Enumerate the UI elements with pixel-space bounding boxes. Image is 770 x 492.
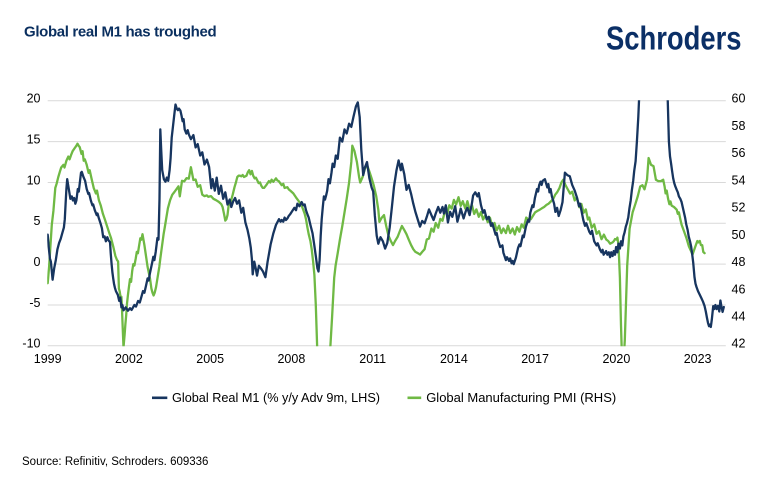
svg-text:60: 60 <box>732 92 746 106</box>
svg-text:Global Real M1 (% y/y Adv 9m,: Global Real M1 (% y/y Adv 9m, LHS) <box>172 391 380 405</box>
svg-text:2011: 2011 <box>359 352 386 366</box>
svg-text:52: 52 <box>732 201 746 215</box>
svg-text:2002: 2002 <box>115 352 143 366</box>
svg-text:Global Manufacturing PMI (RHS): Global Manufacturing PMI (RHS) <box>426 390 616 405</box>
svg-text:44: 44 <box>732 310 746 324</box>
svg-text:2005: 2005 <box>196 352 224 366</box>
svg-text:Schroders: Schroders <box>606 20 742 57</box>
svg-text:2017: 2017 <box>521 352 549 366</box>
svg-text:0: 0 <box>34 255 41 269</box>
svg-text:54: 54 <box>732 173 746 187</box>
svg-text:2014: 2014 <box>440 352 468 366</box>
svg-text:2008: 2008 <box>277 352 305 366</box>
svg-text:5: 5 <box>34 214 41 228</box>
svg-text:2020: 2020 <box>602 352 630 366</box>
svg-text:42: 42 <box>732 337 746 351</box>
svg-text:15: 15 <box>27 133 41 147</box>
svg-text:2023: 2023 <box>684 352 712 366</box>
svg-text:Global real M1 has troughed: Global real M1 has troughed <box>24 24 216 41</box>
svg-text:58: 58 <box>732 119 746 133</box>
svg-text:-5: -5 <box>29 296 40 310</box>
svg-text:20: 20 <box>27 92 41 106</box>
svg-text:-10: -10 <box>22 337 40 351</box>
svg-text:48: 48 <box>732 255 746 269</box>
svg-text:46: 46 <box>732 282 746 296</box>
svg-text:1999: 1999 <box>34 352 62 366</box>
svg-text:50: 50 <box>732 228 746 242</box>
svg-text:56: 56 <box>732 146 746 160</box>
svg-text:Source: Refinitiv, Schroders.: Source: Refinitiv, Schroders. 609336 <box>22 456 208 468</box>
svg-text:10: 10 <box>27 173 41 187</box>
